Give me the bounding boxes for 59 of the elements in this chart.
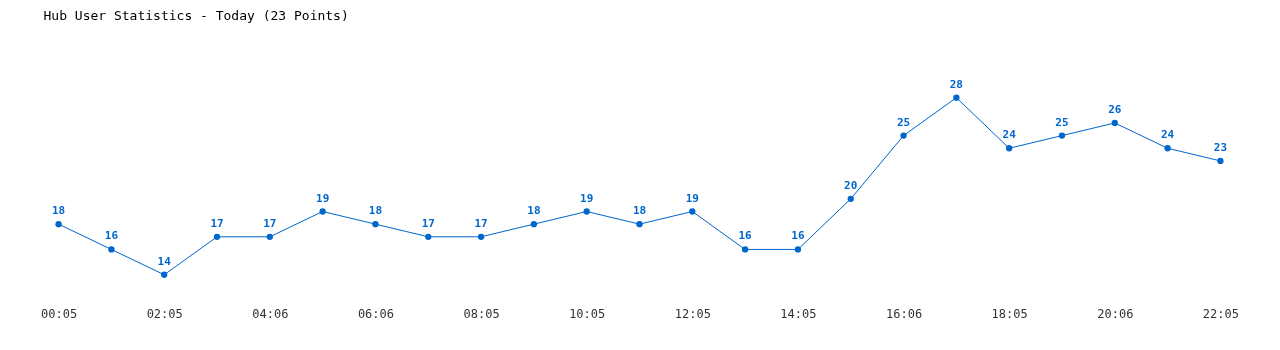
point — [900, 132, 907, 139]
chart-title: Hub User Statistics - Today (23 Points) — [43, 8, 349, 23]
data-label: 16 — [104, 229, 119, 243]
point — [689, 208, 696, 215]
point — [1111, 119, 1118, 127]
point — [213, 233, 221, 240]
data-label: 20 — [844, 178, 858, 192]
data-label: 16 — [791, 229, 805, 243]
data-label: 24 — [1002, 128, 1017, 142]
data-label: 19 — [580, 191, 594, 205]
point — [425, 233, 432, 240]
point — [953, 94, 960, 101]
point — [1058, 132, 1066, 139]
point — [1164, 145, 1171, 152]
data-label: 19 — [685, 191, 699, 205]
data-label: 25 — [896, 115, 911, 129]
point — [636, 221, 643, 228]
point — [319, 208, 326, 215]
point — [741, 246, 749, 253]
data-label: 25 — [1055, 115, 1069, 129]
point — [794, 246, 802, 253]
data-label: 18 — [51, 204, 66, 218]
data-label: 23 — [1213, 140, 1228, 154]
x-tick-label: 04:06 — [252, 306, 289, 321]
point — [161, 271, 168, 278]
x-tick-label: 02:05 — [146, 306, 183, 321]
point — [583, 208, 590, 215]
data-label: 26 — [1108, 102, 1122, 116]
data-label: 17 — [263, 216, 277, 230]
data-label: 28 — [949, 77, 963, 91]
x-tick-label: 08:05 — [463, 306, 500, 321]
data-label: 18 — [368, 204, 383, 218]
data-label: 16 — [738, 229, 753, 243]
x-tick-label: 20:06 — [1097, 306, 1134, 321]
point — [108, 246, 115, 253]
x-tick-label: 06:06 — [357, 306, 395, 321]
data-label: 18 — [527, 204, 541, 218]
data-label: 18 — [632, 204, 647, 218]
point — [477, 233, 485, 240]
point — [266, 233, 273, 240]
data-label: 14 — [157, 254, 172, 268]
x-tick-label: 16:06 — [885, 306, 923, 321]
x-tick-label: 18:05 — [991, 306, 1028, 321]
point — [55, 221, 62, 228]
x-tick-label: 12:05 — [674, 306, 711, 321]
x-tick-label: 10:05 — [569, 306, 606, 321]
x-tick-label: 00:05 — [41, 306, 78, 321]
data-label: 17 — [474, 216, 488, 230]
data-label: 17 — [421, 216, 435, 230]
point — [847, 195, 854, 203]
point — [1217, 157, 1224, 165]
x-tick-label: 14:05 — [780, 306, 817, 321]
data-label: 24 — [1160, 128, 1175, 142]
data-label: 17 — [210, 216, 224, 230]
x-tick-label: 22:05 — [1202, 306, 1239, 321]
point — [372, 221, 379, 228]
point — [1006, 145, 1013, 152]
data-label: 19 — [316, 191, 330, 205]
point — [530, 221, 538, 228]
